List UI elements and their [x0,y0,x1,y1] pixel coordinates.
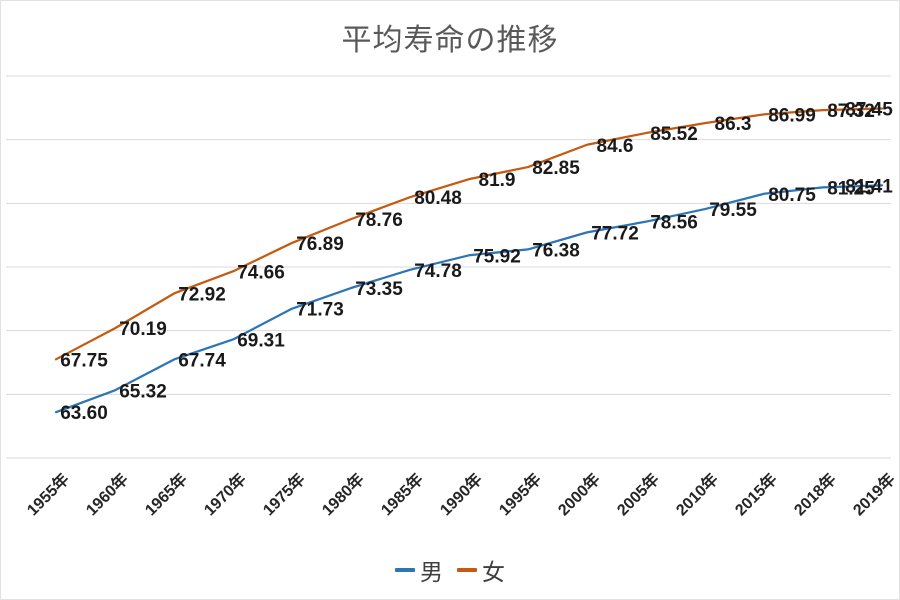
female-data-label: 67.75 [60,350,108,371]
legend-label-female: 女 [482,559,505,585]
male-data-label: 76.38 [532,240,580,261]
male-data-label: 77.72 [591,223,639,244]
female-line [54,107,884,361]
male-data-label: 73.35 [355,279,403,300]
chart-title: 平均寿命の推移 [341,24,559,57]
male-line [54,184,884,414]
x-axis-label: 1975年 [259,469,309,519]
male-data-label: 78.56 [650,213,698,234]
x-axis-label: 1980年 [318,469,368,519]
x-axis-label: 1995年 [495,469,545,519]
x-axis-label: 2015年 [731,469,781,519]
legend-item-female[interactable]: 女 [457,553,505,587]
male-data-label: 71.73 [296,300,344,321]
legend-label-male: 男 [420,559,443,585]
x-axis-label: 1985年 [377,469,427,519]
female-series-swatch [457,568,477,572]
female-data-label: 72.92 [178,284,226,305]
male-data-label: 74.78 [414,261,462,282]
x-axis-label: 2018年 [790,469,840,519]
legend-item-male[interactable]: 男 [395,553,443,587]
male-series-swatch [395,568,415,572]
female-data-label: 81.9 [479,170,516,191]
female-data-label: 86.3 [715,114,752,135]
x-axis-label: 1970年 [200,469,250,519]
female-data-label: 74.66 [237,262,285,283]
female-data-label: 78.76 [355,210,403,231]
x-axis-label: 1960年 [82,469,132,519]
male-data-label: 75.92 [473,246,521,267]
x-axis-label: 2019年 [849,469,899,519]
female-data-label: 86.99 [768,105,816,126]
male-data-label: 79.55 [709,200,757,221]
female-data-label: 87.45 [845,99,893,120]
male-data-label: 81.25 [827,178,875,199]
x-axis-label: 2000年 [554,469,604,519]
legend: 男 女 [1,553,899,587]
x-axis-label: 1990年 [436,469,486,519]
female-data-label: 76.89 [296,234,344,255]
female-data-label: 82.85 [532,158,580,179]
female-data-label: 85.52 [650,124,698,145]
male-data-label: 81.41 [845,176,893,197]
male-data-label: 69.31 [237,330,285,351]
x-axis-label: 1965年 [141,469,191,519]
female-data-label: 80.48 [414,188,462,209]
male-data-label: 65.32 [119,381,167,402]
female-data-label: 70.19 [119,319,167,340]
x-axis-label: 1955年 [23,469,73,519]
x-axis-label: 2005年 [613,469,663,519]
male-data-label: 80.75 [768,185,816,206]
x-axis-label: 2010年 [672,469,722,519]
male-data-label: 63.60 [60,403,108,424]
female-data-label: 84.6 [597,136,634,157]
female-data-label: 87.32 [827,101,875,122]
male-data-label: 67.74 [178,350,226,371]
